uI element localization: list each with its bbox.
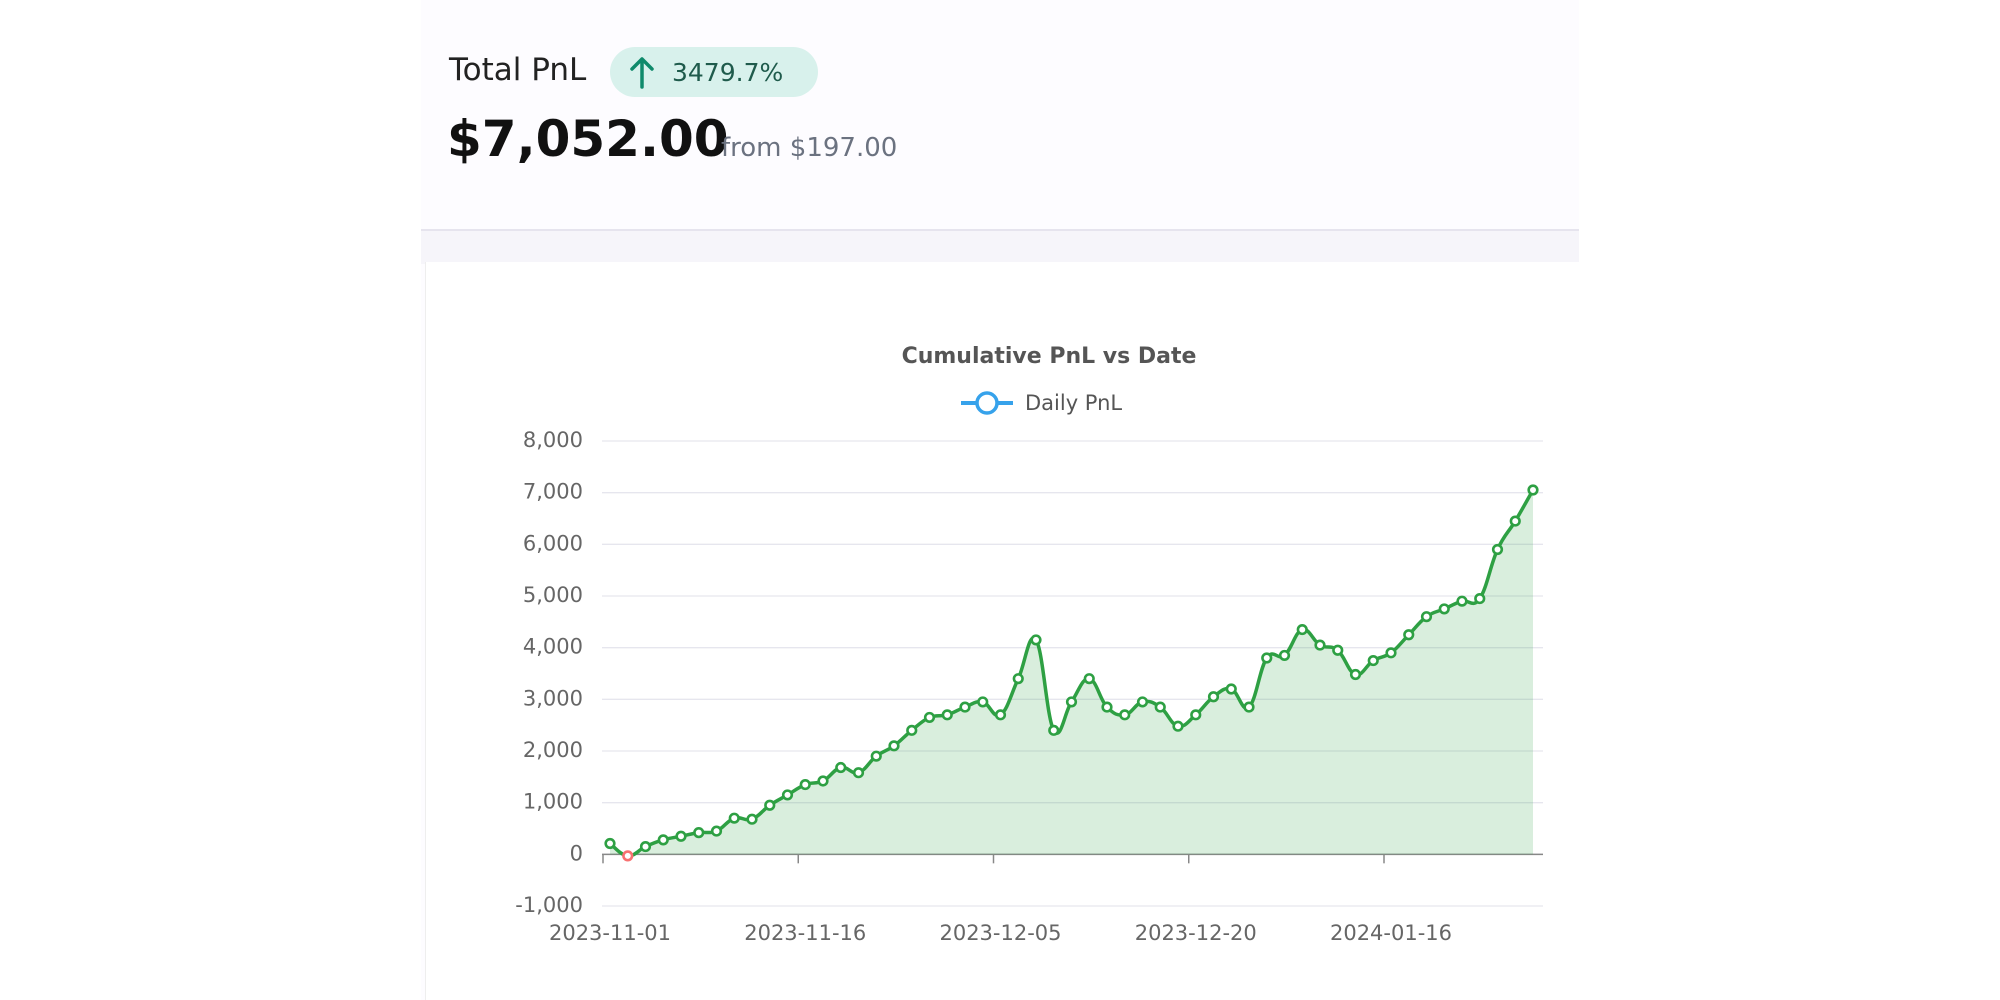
pnl-amount: $7,052.00: [447, 110, 729, 168]
point: [657, 834, 669, 846]
y-tick-label: 2,000: [523, 738, 583, 762]
y-tick-label: 0: [570, 841, 583, 865]
y-tick-label: 7,000: [523, 480, 583, 504]
change-percent: 3479.7%: [672, 58, 784, 87]
pnl-label: Total PnL: [449, 52, 587, 88]
point: [888, 740, 900, 752]
x-tick-label: 2023-11-01: [549, 921, 671, 945]
point: [817, 775, 829, 787]
y-tick-label: 1,000: [523, 790, 583, 814]
point: [746, 813, 758, 825]
point: [835, 761, 847, 774]
point: [941, 709, 953, 721]
chart-panel: [425, 262, 1580, 1000]
point: [781, 789, 794, 801]
point: [1403, 629, 1415, 641]
point: [906, 724, 918, 736]
point: [675, 830, 687, 842]
pnl-from: from $197.00: [721, 133, 898, 163]
point: [1474, 592, 1486, 605]
point: [923, 711, 936, 724]
point: [1438, 603, 1450, 615]
y-tick-label: -1,000: [515, 893, 583, 917]
point: [604, 837, 616, 850]
divider: [421, 229, 1579, 264]
x-tick-label: 2023-12-20: [1135, 921, 1257, 945]
point: [870, 750, 882, 762]
point: [693, 827, 705, 839]
point: [1225, 683, 1237, 695]
point: [1509, 515, 1521, 527]
point: [799, 778, 811, 791]
point: [977, 696, 989, 708]
point: [622, 850, 634, 862]
point: [1278, 649, 1291, 662]
point: [1420, 611, 1433, 623]
point: [1119, 709, 1131, 721]
point: [1083, 673, 1095, 685]
point: [1491, 543, 1504, 556]
point: [1296, 623, 1308, 636]
point: [1261, 652, 1273, 664]
point: [994, 709, 1007, 721]
point: [1048, 724, 1060, 736]
pnl-card: Total PnL 3479.7% $7,052.00 from $197.00: [421, 0, 1580, 1000]
y-tick-label: 3,000: [523, 686, 583, 710]
x-tick-label: 2023-11-16: [744, 921, 866, 945]
point: [1314, 639, 1326, 651]
chart-title: Cumulative PnL vs Date: [902, 344, 1197, 369]
up-arrow: [630, 57, 654, 89]
x-tick-label: 2023-12-05: [939, 921, 1061, 945]
point: [1207, 691, 1220, 703]
x-tick-label: 2024-01-16: [1330, 921, 1452, 945]
area: [610, 489, 1533, 856]
point: [1332, 644, 1344, 656]
point: [1456, 595, 1468, 607]
point: [1243, 701, 1255, 713]
y-tick-label: 5,000: [523, 583, 583, 607]
point: [1172, 720, 1184, 732]
point: [1065, 696, 1078, 708]
legend-marker: [975, 391, 999, 415]
point: [852, 767, 865, 779]
change-badge: 3479.7%: [610, 47, 818, 97]
point: [1367, 654, 1379, 667]
point: [959, 701, 971, 713]
point: [1190, 709, 1202, 721]
point: [710, 825, 723, 837]
point: [1101, 701, 1113, 713]
point: [639, 840, 652, 853]
point: [1385, 647, 1397, 659]
y-tick-label: 4,000: [523, 635, 583, 659]
y-tick-label: 6,000: [523, 531, 583, 555]
point: [728, 812, 740, 824]
point: [764, 799, 776, 811]
point: [1154, 701, 1166, 713]
point: [1349, 668, 1362, 681]
y-tick-label: 8,000: [523, 428, 583, 452]
point: [1527, 484, 1539, 496]
point: [1030, 634, 1042, 646]
legend-label: Daily PnL: [1025, 391, 1122, 415]
point: [1136, 696, 1149, 708]
point: [1012, 673, 1024, 685]
